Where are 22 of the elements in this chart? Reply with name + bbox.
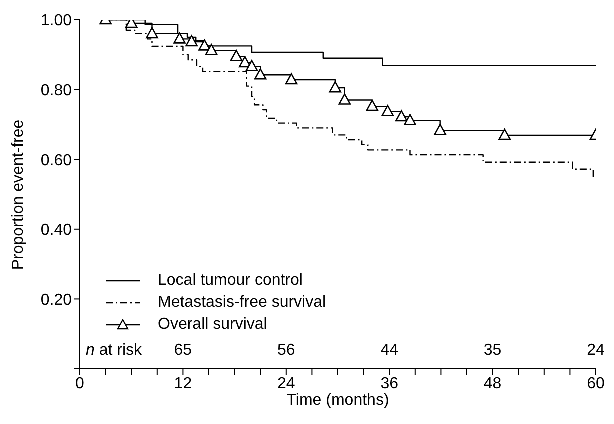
legend-label: Metastasis-free survival bbox=[158, 294, 326, 312]
x-tick-label: 36 bbox=[380, 375, 399, 392]
annotation: 35 bbox=[482, 341, 503, 361]
annotation: 24 bbox=[586, 341, 606, 361]
annotation: 56 bbox=[276, 341, 296, 361]
legend-label: Overall survival bbox=[158, 316, 268, 334]
annotation: 44 bbox=[380, 341, 400, 361]
x-tick-label: 0 bbox=[76, 375, 85, 392]
legend-label: Local tumour control bbox=[158, 272, 303, 290]
annotation: 65 bbox=[173, 341, 194, 361]
annotation: n at risk bbox=[86, 341, 142, 361]
x-tick-label: 48 bbox=[484, 375, 502, 392]
y-axis-title: Proportion event-free bbox=[10, 119, 28, 270]
x-tick-label: 12 bbox=[174, 375, 192, 392]
y-tick-label: 0.40 bbox=[40, 222, 72, 240]
y-tick-label: 0.20 bbox=[40, 292, 72, 309]
y-tick-label: 0.80 bbox=[40, 82, 72, 100]
x-tick-label: 60 bbox=[587, 375, 605, 392]
y-tick-label: 1.00 bbox=[40, 12, 72, 30]
x-axis-title: Time (months) bbox=[286, 392, 390, 410]
y-tick-label: 0.60 bbox=[40, 152, 72, 170]
x-tick-label: 24 bbox=[278, 375, 296, 392]
